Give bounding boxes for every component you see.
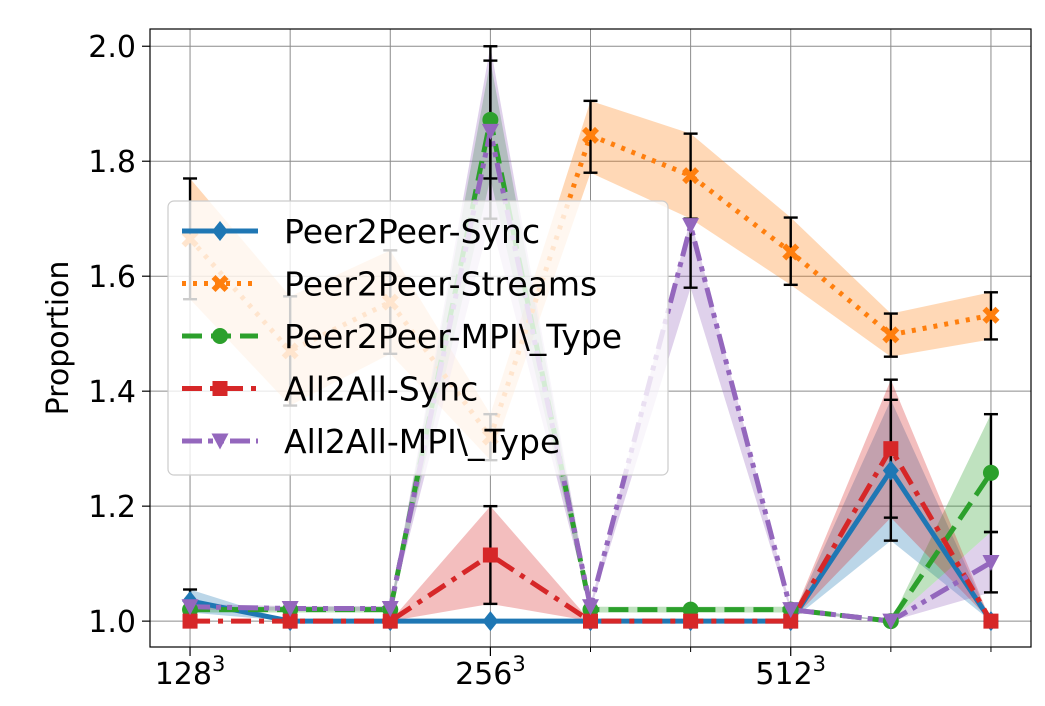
y-tick-label: 1.2: [88, 490, 136, 525]
series-1-point: [882, 460, 899, 481]
series-2-point: [782, 243, 800, 261]
legend-label: Peer2Peer-MPI\_Type: [284, 317, 622, 356]
series-4-point: [683, 613, 699, 629]
series-1-point: [482, 611, 499, 632]
series-5-point: [481, 123, 499, 140]
series-4-point: [883, 441, 899, 457]
series-5-point: [982, 554, 1000, 571]
legend-box: [167, 200, 669, 476]
legend-marker: [211, 433, 229, 450]
series-5-point: [882, 613, 900, 630]
series-2-point: [682, 167, 700, 185]
legend-label: All2All-Sync: [284, 370, 478, 409]
y-tick-label: 2.0: [88, 30, 136, 65]
series-4-point: [482, 547, 498, 563]
y-tick-label: 1.6: [88, 260, 136, 295]
legend-marker: [211, 275, 229, 292]
legend: Peer2Peer-Sync Peer2Peer-Streams Peer2Peer…: [167, 200, 669, 476]
series-5-point: [782, 602, 800, 619]
series-4-point: [583, 613, 598, 629]
series-2-point: [582, 126, 599, 144]
series-5-line: [190, 128, 993, 624]
series-4-point: [983, 613, 999, 629]
legend-marker: [212, 328, 228, 344]
x-tick-label: 2563: [455, 652, 526, 692]
y-tick-label: 1.4: [88, 375, 136, 410]
axis-ticks: 1.0 1.2 1.4 1.6 1.8 2.0 1283 2563 5123: [88, 30, 992, 692]
series-5-point: [281, 600, 299, 617]
legend-label: Peer2Peer-Streams: [284, 265, 597, 304]
series-4-point: [282, 613, 298, 629]
legend-label: Peer2Peer-Sync: [284, 212, 540, 251]
x-tick-label: 5123: [755, 652, 826, 692]
series-3-point: [982, 464, 999, 481]
y-tick-label: 1.0: [88, 605, 136, 640]
series-4-point: [783, 613, 799, 629]
series-5-point: [381, 600, 399, 617]
legend-marker: [212, 221, 228, 241]
series-4-point: [382, 613, 398, 629]
series-5-point: [682, 218, 700, 235]
y-axis-label: Proportion: [41, 261, 76, 416]
legend-marker: [212, 381, 228, 396]
x-tick-label: 1283: [155, 652, 226, 692]
series-5-point: [181, 599, 199, 616]
series-4-point: [182, 613, 198, 629]
series-2-point: [882, 326, 900, 344]
series-2-point: [982, 306, 1000, 324]
series-markers: [181, 111, 1000, 632]
y-tick-label: 1.8: [88, 145, 136, 180]
series-5-point: [582, 599, 599, 616]
legend-label: All2All-MPI\_Type: [284, 422, 560, 461]
